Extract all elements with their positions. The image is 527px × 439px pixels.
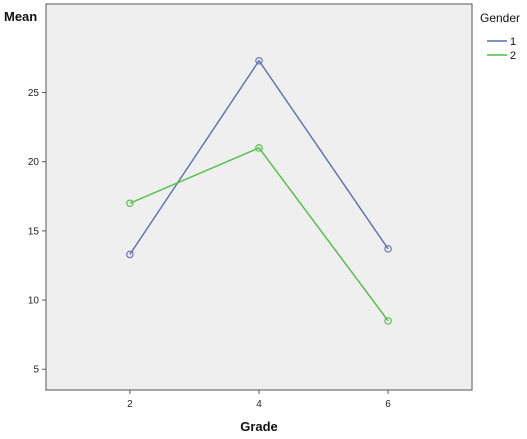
- y-axis-title: Mean: [4, 9, 37, 24]
- y-tick-label: 10: [28, 296, 40, 307]
- y-tick-label: 5: [33, 365, 39, 376]
- legend-label: 2: [510, 50, 516, 62]
- legend-label: 1: [510, 36, 516, 48]
- y-axis-ticks: 5 10 15 20 25: [28, 88, 46, 376]
- x-axis-title: Grade: [240, 419, 278, 434]
- x-axis-ticks: 2 4 6: [127, 390, 391, 410]
- legend: Gender 12: [480, 11, 520, 62]
- y-tick-label: 20: [28, 157, 40, 168]
- y-tick-label: 15: [28, 226, 40, 237]
- legend-title: Gender: [480, 11, 520, 25]
- data-point: [255, 56, 263, 65]
- series-line-2: [129, 147, 389, 322]
- y-tick-label: 25: [28, 88, 40, 99]
- plot-area: [45, 3, 473, 391]
- series-layer: [126, 56, 392, 325]
- legend-items: 12: [487, 36, 516, 62]
- data-point: [126, 199, 134, 207]
- data-point: [384, 317, 392, 325]
- data-point: [384, 245, 392, 253]
- series-line-1: [129, 59, 389, 255]
- data-point: [126, 250, 134, 259]
- x-tick-label: 2: [127, 399, 133, 410]
- data-point: [255, 144, 263, 152]
- x-tick-label: 6: [385, 399, 391, 410]
- x-tick-label: 4: [256, 399, 262, 410]
